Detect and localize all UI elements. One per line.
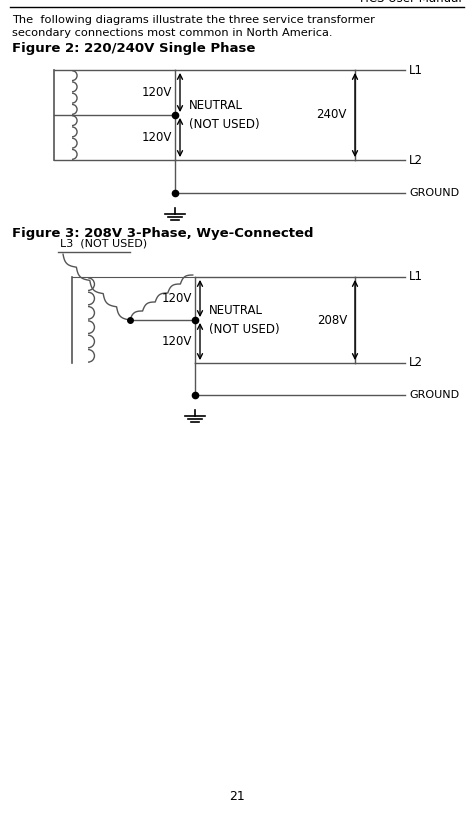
Text: GROUND: GROUND <box>409 188 459 198</box>
Text: NEUTRAL: NEUTRAL <box>209 304 263 317</box>
Text: Figure 2: 220/240V Single Phase: Figure 2: 220/240V Single Phase <box>12 42 255 55</box>
Text: Figure 3: 208V 3-Phase, Wye-Connected: Figure 3: 208V 3-Phase, Wye-Connected <box>12 227 313 240</box>
Text: 120V: 120V <box>162 335 192 348</box>
Text: L1: L1 <box>409 271 423 284</box>
Text: 240V: 240V <box>317 108 347 121</box>
Text: 120V: 120V <box>142 86 172 99</box>
Text: The  following diagrams illustrate the three service transformer: The following diagrams illustrate the th… <box>12 15 375 25</box>
Text: L3  (NOT USED): L3 (NOT USED) <box>60 238 147 248</box>
Text: L1: L1 <box>409 64 423 77</box>
Text: GROUND: GROUND <box>409 390 459 400</box>
Text: (NOT USED): (NOT USED) <box>209 323 280 336</box>
Text: secondary connections most common in North America.: secondary connections most common in Nor… <box>12 28 332 38</box>
Text: L2: L2 <box>409 356 423 369</box>
Text: 120V: 120V <box>162 292 192 305</box>
Text: NEUTRAL: NEUTRAL <box>189 99 243 112</box>
Text: 208V: 208V <box>317 314 347 327</box>
Text: HCS User Manual: HCS User Manual <box>360 0 462 5</box>
Text: 120V: 120V <box>142 131 172 144</box>
Text: 21: 21 <box>229 791 245 804</box>
Text: (NOT USED): (NOT USED) <box>189 118 260 131</box>
Text: L2: L2 <box>409 153 423 166</box>
